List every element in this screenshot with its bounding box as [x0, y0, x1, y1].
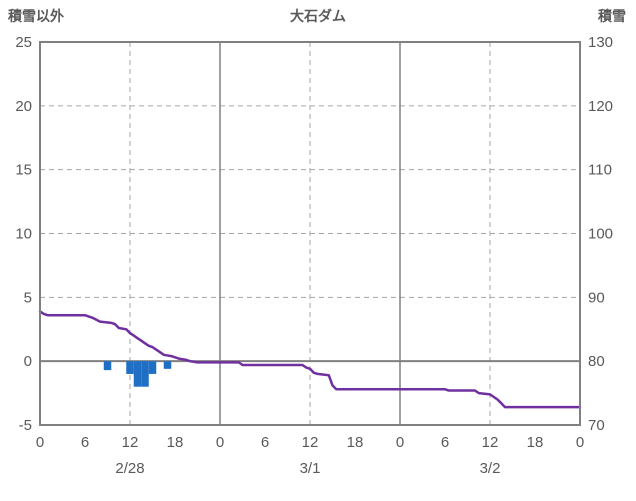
date-label: 2/28: [115, 460, 144, 477]
bar: [148, 361, 157, 374]
chart-title: 大石ダム: [290, 8, 346, 24]
y-right-tick-label: 90: [588, 289, 605, 306]
x-tick-label: 6: [441, 434, 449, 451]
x-tick-label: 18: [527, 434, 544, 451]
y-left-tick-label: 0: [24, 353, 32, 370]
line-series: [38, 310, 582, 409]
date-label: 3/1: [300, 460, 321, 477]
y-left-tick-label: 25: [15, 34, 32, 51]
y-right-tick-label: 100: [588, 226, 613, 243]
chart-header: 積雪以外 大石ダム 積雪: [0, 6, 636, 26]
y-left-tick-label: 5: [24, 289, 32, 306]
x-tick-label: 18: [347, 434, 364, 451]
x-tick-label: 0: [396, 434, 404, 451]
y-right-tick-label: 80: [588, 353, 605, 370]
x-tick-label: 12: [482, 434, 499, 451]
bar: [163, 361, 172, 369]
x-tick-label: 0: [36, 434, 44, 451]
x-tick-label: 0: [216, 434, 224, 451]
x-tick-label: 0: [576, 434, 584, 451]
plot-border: [39, 41, 581, 426]
x-tick-label: 12: [122, 434, 139, 451]
right-axis-title: 積雪: [598, 8, 626, 24]
bar: [141, 361, 149, 387]
x-tick-label: 6: [81, 434, 89, 451]
x-tick-label: 12: [302, 434, 319, 451]
y-left-tick-label: 15: [15, 162, 32, 179]
bar: [133, 361, 142, 387]
y-right-tick-label: 70: [588, 417, 605, 434]
left-axis-title: 積雪以外: [8, 8, 64, 24]
y-left-tick-label: 20: [15, 98, 32, 115]
bar: [103, 361, 112, 371]
y-right-tick-label: 130: [588, 34, 613, 51]
y-left-tick-label: -5: [19, 417, 32, 434]
x-tick-label: 18: [167, 434, 184, 451]
y-right-tick-label: 120: [588, 98, 613, 115]
y-right-tick-label: 110: [588, 162, 612, 179]
x-tick-label: 6: [261, 434, 269, 451]
y-left-tick-label: 10: [15, 226, 32, 243]
date-label: 3/2: [480, 460, 501, 477]
bar: [126, 361, 134, 374]
